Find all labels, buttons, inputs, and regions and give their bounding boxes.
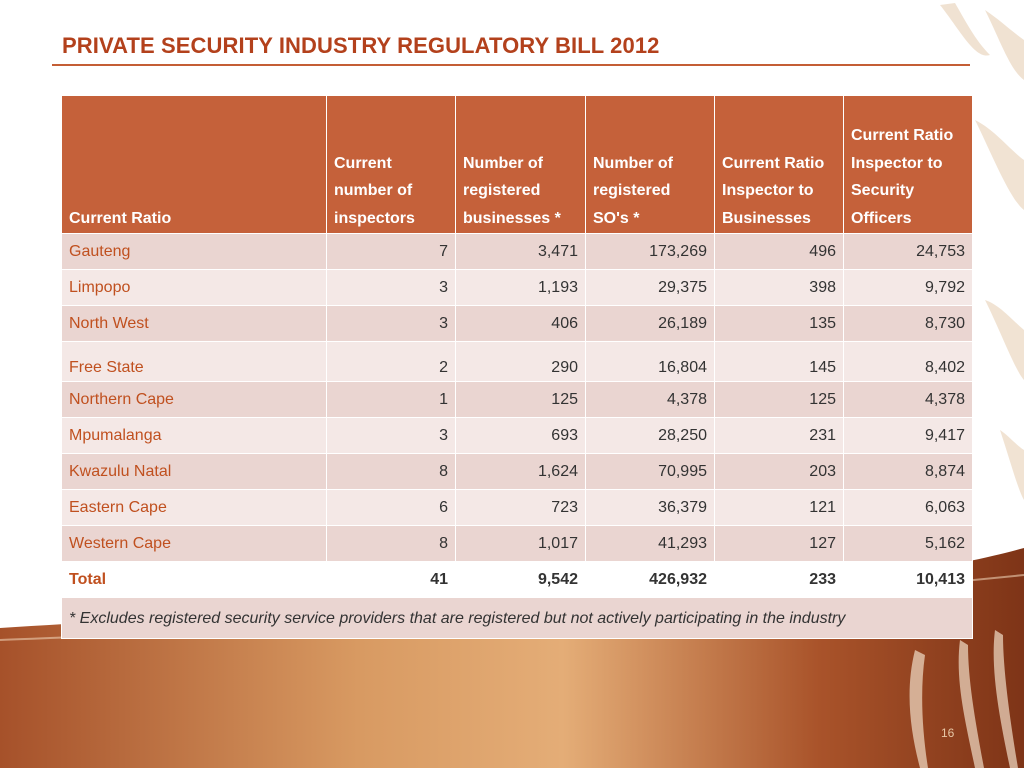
table-row: Gauteng 7 3,471 173,269 496 24,753 bbox=[61, 233, 973, 270]
table-row: Limpopo 3 1,193 29,375 398 9,792 bbox=[61, 269, 973, 306]
officers-cell: 36,379 bbox=[585, 489, 715, 526]
slide-title: PRIVATE SECURITY INDUSTRY REGULATORY BIL… bbox=[62, 33, 660, 58]
province-cell: North West bbox=[61, 305, 327, 342]
total-ratio-businesses: 233 bbox=[714, 561, 844, 598]
inspectors-cell: 6 bbox=[326, 489, 456, 526]
officers-cell: 41,293 bbox=[585, 525, 715, 562]
ratio-businesses-cell: 496 bbox=[714, 233, 844, 270]
businesses-cell: 406 bbox=[455, 305, 586, 342]
ratio-officers-cell: 6,063 bbox=[843, 489, 973, 526]
businesses-cell: 290 bbox=[455, 341, 586, 382]
ratio-businesses-cell: 127 bbox=[714, 525, 844, 562]
table-row: Mpumalanga 3 693 28,250 231 9,417 bbox=[61, 417, 973, 454]
inspectors-cell: 3 bbox=[326, 305, 456, 342]
businesses-cell: 1,193 bbox=[455, 269, 586, 306]
table-row: Eastern Cape 6 723 36,379 121 6,063 bbox=[61, 489, 973, 526]
total-officers: 426,932 bbox=[585, 561, 715, 598]
table-row: Free State 2 290 16,804 145 8,402 bbox=[61, 341, 973, 382]
ratio-officers-cell: 24,753 bbox=[843, 233, 973, 270]
header-ratio-officers: Current Ratio Inspector to Security Offi… bbox=[843, 95, 973, 234]
officers-cell: 4,378 bbox=[585, 381, 715, 418]
inspectors-cell: 8 bbox=[326, 525, 456, 562]
officers-cell: 29,375 bbox=[585, 269, 715, 306]
table-row: Western Cape 8 1,017 41,293 127 5,162 bbox=[61, 525, 973, 562]
header-inspectors: Current number of inspectors bbox=[326, 95, 456, 234]
total-inspectors: 41 bbox=[326, 561, 456, 598]
header-officers: Number of registered SO's * bbox=[585, 95, 715, 234]
inspectors-cell: 3 bbox=[326, 417, 456, 454]
ratio-officers-cell: 8,730 bbox=[843, 305, 973, 342]
province-cell: Kwazulu Natal bbox=[61, 453, 327, 490]
officers-cell: 16,804 bbox=[585, 341, 715, 382]
ratio-businesses-cell: 135 bbox=[714, 305, 844, 342]
header-province: Current Ratio bbox=[61, 95, 327, 234]
officers-cell: 26,189 bbox=[585, 305, 715, 342]
province-cell: Eastern Cape bbox=[61, 489, 327, 526]
header-businesses: Number of registered businesses * bbox=[455, 95, 586, 234]
officers-cell: 70,995 bbox=[585, 453, 715, 490]
table-row: North West 3 406 26,189 135 8,730 bbox=[61, 305, 973, 342]
ratio-businesses-cell: 125 bbox=[714, 381, 844, 418]
inspector-ratio-table: Current Ratio Current number of inspecto… bbox=[61, 95, 973, 639]
ratio-businesses-cell: 398 bbox=[714, 269, 844, 306]
province-cell: Western Cape bbox=[61, 525, 327, 562]
province-cell: Free State bbox=[61, 341, 327, 382]
province-cell: Northern Cape bbox=[61, 381, 327, 418]
businesses-cell: 723 bbox=[455, 489, 586, 526]
title-divider bbox=[52, 64, 970, 66]
total-ratio-officers: 10,413 bbox=[843, 561, 973, 598]
ratio-officers-cell: 9,417 bbox=[843, 417, 973, 454]
inspectors-cell: 3 bbox=[326, 269, 456, 306]
ratio-businesses-cell: 231 bbox=[714, 417, 844, 454]
province-cell: Mpumalanga bbox=[61, 417, 327, 454]
businesses-cell: 693 bbox=[455, 417, 586, 454]
ratio-officers-cell: 8,402 bbox=[843, 341, 973, 382]
ratio-officers-cell: 5,162 bbox=[843, 525, 973, 562]
page-number: 16 bbox=[941, 726, 955, 740]
ratio-businesses-cell: 145 bbox=[714, 341, 844, 382]
ratio-officers-cell: 9,792 bbox=[843, 269, 973, 306]
ratio-businesses-cell: 121 bbox=[714, 489, 844, 526]
inspectors-cell: 1 bbox=[326, 381, 456, 418]
table-footnote: * Excludes registered security service p… bbox=[61, 597, 973, 639]
table-row: Northern Cape 1 125 4,378 125 4,378 bbox=[61, 381, 973, 418]
table-row: Kwazulu Natal 8 1,624 70,995 203 8,874 bbox=[61, 453, 973, 490]
inspectors-cell: 7 bbox=[326, 233, 456, 270]
total-row: Total 41 9,542 426,932 233 10,413 bbox=[61, 561, 973, 598]
total-label: Total bbox=[61, 561, 327, 598]
footnote-row: * Excludes registered security service p… bbox=[61, 597, 973, 639]
businesses-cell: 3,471 bbox=[455, 233, 586, 270]
ratio-businesses-cell: 203 bbox=[714, 453, 844, 490]
header-ratio-businesses: Current Ratio Inspector to Businesses bbox=[714, 95, 844, 234]
businesses-cell: 125 bbox=[455, 381, 586, 418]
province-cell: Limpopo bbox=[61, 269, 327, 306]
businesses-cell: 1,017 bbox=[455, 525, 586, 562]
total-businesses: 9,542 bbox=[455, 561, 586, 598]
ratio-officers-cell: 4,378 bbox=[843, 381, 973, 418]
table-header-row: Current Ratio Current number of inspecto… bbox=[61, 95, 973, 234]
province-cell: Gauteng bbox=[61, 233, 327, 270]
businesses-cell: 1,624 bbox=[455, 453, 586, 490]
officers-cell: 28,250 bbox=[585, 417, 715, 454]
officers-cell: 173,269 bbox=[585, 233, 715, 270]
inspectors-cell: 8 bbox=[326, 453, 456, 490]
inspectors-cell: 2 bbox=[326, 341, 456, 382]
ratio-officers-cell: 8,874 bbox=[843, 453, 973, 490]
